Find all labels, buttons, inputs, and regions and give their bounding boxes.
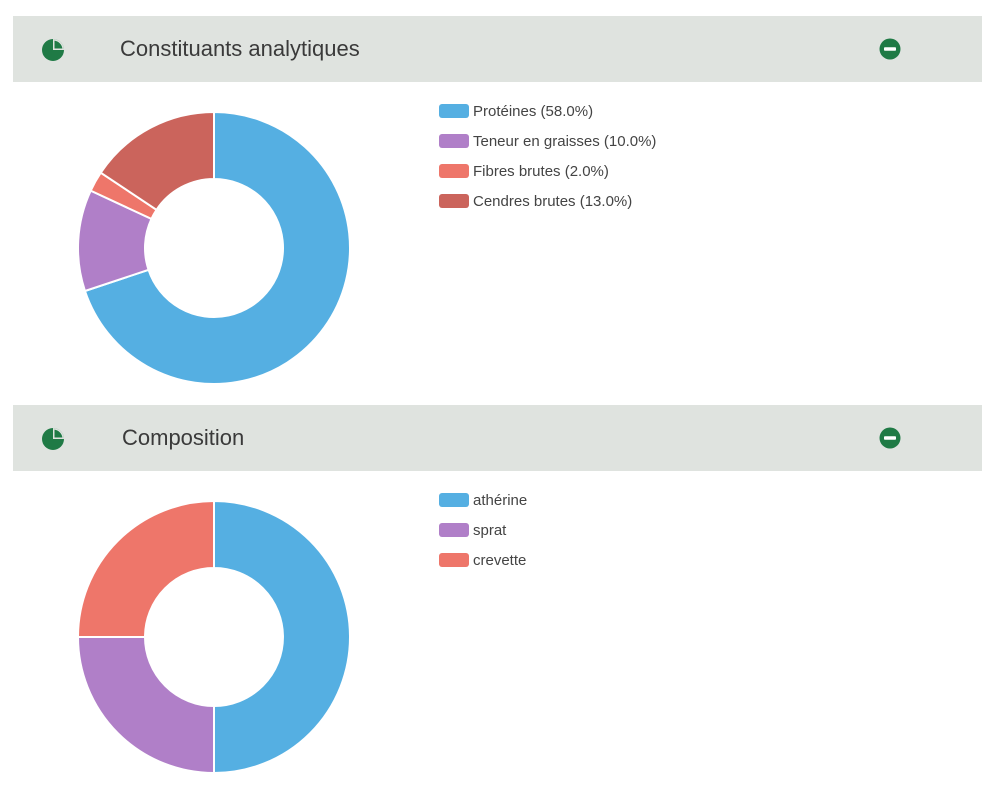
legend-swatch	[439, 134, 469, 148]
slice-cendres-brutes[interactable]	[99, 110, 215, 212]
slice-athérine[interactable]	[213, 499, 351, 775]
pie-chart-icon	[42, 428, 64, 450]
legend-item[interactable]: crevette	[439, 545, 527, 575]
legend-item[interactable]: Protéines (58.0%)	[439, 96, 656, 126]
legend-item[interactable]: Fibres brutes (2.0%)	[439, 156, 656, 186]
panel-header-composition: Composition	[13, 405, 982, 471]
legend-label: crevette	[473, 551, 527, 569]
doughnut-chart-constituants	[77, 110, 351, 385]
legend-item[interactable]: Cendres brutes (13.0%)	[439, 186, 656, 216]
legend-label: Teneur en graisses (10.0%)	[473, 132, 657, 150]
legend-label: Fibres brutes (2.0%)	[473, 162, 609, 180]
legend-label: Cendres brutes (13.0%)	[473, 192, 633, 210]
pie-chart-icon	[42, 39, 64, 61]
legend-label: sprat	[473, 521, 507, 539]
chart-legend-composition: athérine sprat crevette	[439, 485, 527, 575]
slice-crevette[interactable]	[76, 499, 215, 638]
legend-swatch	[439, 164, 469, 178]
legend-swatch	[439, 194, 469, 208]
legend-item[interactable]: Teneur en graisses (10.0%)	[439, 126, 656, 156]
panel-header-constituants: Constituants analytiques	[13, 16, 982, 82]
minus-circle-icon[interactable]	[879, 38, 901, 60]
legend-item[interactable]: athérine	[439, 485, 527, 515]
slice-protéines[interactable]	[83, 110, 351, 385]
panel-title: Constituants analytiques	[120, 36, 360, 61]
panel-title: Composition	[122, 425, 245, 450]
legend-swatch	[439, 553, 469, 567]
doughnut-chart-composition	[76, 499, 351, 775]
legend-label: athérine	[473, 491, 528, 509]
minus-circle-icon[interactable]	[879, 427, 901, 449]
legend-label: Protéines (58.0%)	[473, 102, 594, 120]
slice-sprat[interactable]	[76, 636, 215, 775]
legend-swatch	[439, 523, 469, 537]
chart-legend-constituants: Protéines (58.0%) Teneur en graisses (10…	[439, 96, 656, 216]
legend-swatch	[439, 493, 469, 507]
legend-item[interactable]: sprat	[439, 515, 527, 545]
legend-swatch	[439, 104, 469, 118]
